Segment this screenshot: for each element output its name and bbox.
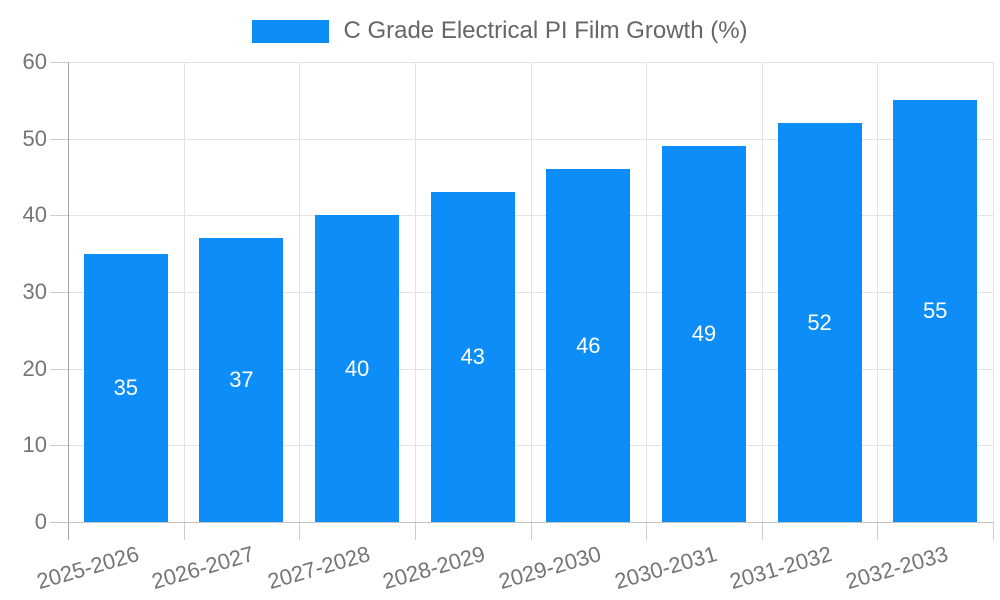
y-axis-tick-label: 60	[22, 49, 47, 74]
y-axis-tick-label: 20	[22, 355, 47, 381]
chart-legend[interactable]: C Grade Electrical PI Film Growth (%)	[0, 17, 1000, 45]
y-axis-tick	[50, 62, 68, 63]
x-axis-tick	[183, 522, 185, 540]
y-axis-tick-label: 50	[22, 125, 47, 151]
y-axis-tick-label: 40	[22, 202, 47, 228]
x-axis-tick	[530, 522, 532, 540]
x-axis-label: 2027-2028	[264, 541, 373, 595]
y-axis-tick	[50, 138, 68, 140]
y-axis-tick-label: 10	[22, 432, 47, 458]
x-axis-label: 2030-2031	[611, 541, 720, 595]
legend-label: C Grade Electrical PI Film Growth (%)	[343, 17, 748, 44]
bar: 52	[777, 123, 862, 522]
bar-value-label: 43	[460, 344, 485, 370]
x-axis-tick	[646, 522, 648, 540]
y-axis-tick	[50, 445, 68, 447]
bar-value-label: 52	[807, 309, 832, 335]
v-gridline	[530, 62, 532, 522]
bar-value-label: 46	[576, 332, 601, 358]
bar: 37	[199, 238, 284, 522]
x-axis-label: 2032-2033	[842, 541, 951, 595]
v-gridline	[877, 62, 879, 522]
bar: 55	[893, 100, 978, 522]
y-axis-line	[68, 62, 69, 540]
v-gridline	[761, 62, 763, 522]
v-gridline	[414, 62, 416, 522]
y-axis-tick-label: 0	[34, 509, 47, 534]
y-axis-tick	[50, 215, 68, 217]
x-axis-label: 2028-2029	[380, 541, 489, 595]
x-axis-label: 2031-2032	[727, 541, 836, 595]
bar-value-label: 40	[344, 355, 370, 381]
x-axis-label: 2025-2026	[33, 541, 142, 595]
x-axis-tick	[877, 522, 879, 540]
bar: 35	[83, 253, 168, 522]
x-axis-line	[50, 522, 993, 523]
y-axis-tick	[50, 292, 68, 293]
bar: 43	[430, 192, 515, 522]
x-axis-tick	[993, 522, 994, 540]
bar: 40	[315, 215, 400, 522]
bar-value-label: 35	[113, 374, 139, 400]
legend-color-swatch	[252, 19, 330, 43]
bar-value-label: 55	[922, 298, 948, 324]
y-axis-tick-label: 30	[22, 279, 47, 304]
bar: 46	[546, 169, 631, 522]
x-axis-label: 2026-2027	[149, 541, 258, 595]
x-axis-label: 2029-2030	[495, 541, 604, 595]
x-axis-tick	[761, 522, 763, 540]
x-axis-tick	[414, 522, 416, 540]
v-gridline	[299, 62, 301, 522]
v-gridline	[993, 62, 994, 522]
bar-value-label: 49	[691, 321, 717, 347]
y-axis-tick	[50, 368, 68, 370]
bar: 49	[661, 146, 746, 522]
bar-value-label: 37	[229, 367, 254, 393]
v-gridline	[183, 62, 185, 522]
v-gridline	[646, 62, 648, 522]
x-axis-tick	[299, 522, 301, 540]
